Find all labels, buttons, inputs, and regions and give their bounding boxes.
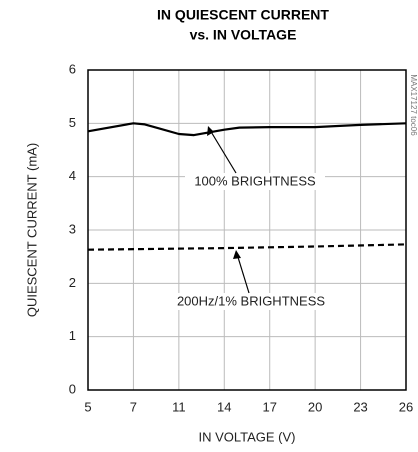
- label-bg: [185, 173, 325, 190]
- y-tick-label: 5: [69, 115, 76, 130]
- chart-title: vs. IN VOLTAGE: [190, 27, 297, 43]
- x-tick-label: 7: [130, 399, 137, 414]
- y-tick-label: 1: [69, 328, 76, 343]
- y-tick-label: 0: [69, 381, 76, 396]
- label-bg: [170, 293, 332, 310]
- lines: [87, 122, 407, 251]
- plot-frame: [87, 69, 407, 391]
- x-tick-label: 23: [353, 399, 367, 414]
- x-tick-label: 5: [84, 399, 91, 414]
- y-axis-label: QUIESCENT CURRENT (mA): [24, 143, 39, 317]
- x-tick-label: 26: [399, 399, 413, 414]
- y-tick-label: 4: [69, 168, 76, 183]
- x-axis-label: IN VOLTAGE (V): [198, 429, 295, 444]
- series-annotation: 100% BRIGHTNESS: [194, 173, 316, 188]
- arrowhead: [207, 126, 214, 136]
- y-tick-label: 2: [69, 275, 76, 290]
- series-line: [87, 122, 407, 137]
- y-tick-label: 6: [69, 61, 76, 76]
- x-tick-label: 11: [172, 399, 186, 414]
- series-line: [87, 243, 407, 251]
- annotation-arrow: [209, 129, 237, 174]
- x-tick-label: 17: [262, 399, 276, 414]
- side-note: MAX17127 toc06: [409, 74, 418, 136]
- series-annotation: 200Hz/1% BRIGHTNESS: [177, 293, 325, 308]
- annotation-arrow: [236, 253, 250, 294]
- y-tick-label: 3: [69, 221, 76, 236]
- x-tick-label: 14: [217, 399, 231, 414]
- x-tick-label: 20: [308, 399, 322, 414]
- arrowhead: [233, 250, 241, 259]
- chart-title: IN QUIESCENT CURRENT: [157, 7, 329, 23]
